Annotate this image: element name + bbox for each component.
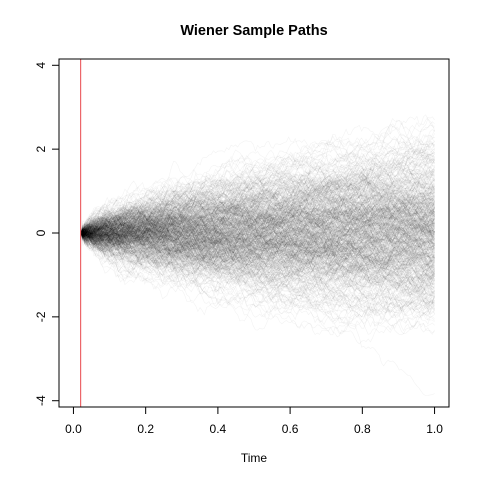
sample-paths [81,115,435,396]
x-axis: 0.0 0.2 0.4 0.6 0.8 1.0 [65,407,443,436]
y-tick-label: 2 [34,145,48,152]
x-tick-label: 0.4 [210,422,227,436]
x-axis-title: Time [241,451,268,465]
x-tick-label: 0.8 [354,422,371,436]
y-tick-label: -2 [34,311,48,322]
x-tick-label: 0.2 [137,422,154,436]
x-tick-label: 1.0 [426,422,443,436]
y-tick-label: 4 [34,62,48,69]
y-axis: -4 -2 0 2 4 [34,62,59,406]
x-tick-label: 0.0 [65,422,82,436]
x-tick-label: 0.6 [282,422,299,436]
y-tick-label: -4 [34,395,48,406]
chart-title: Wiener Sample Paths [180,23,327,39]
y-tick-label: 0 [34,229,48,236]
